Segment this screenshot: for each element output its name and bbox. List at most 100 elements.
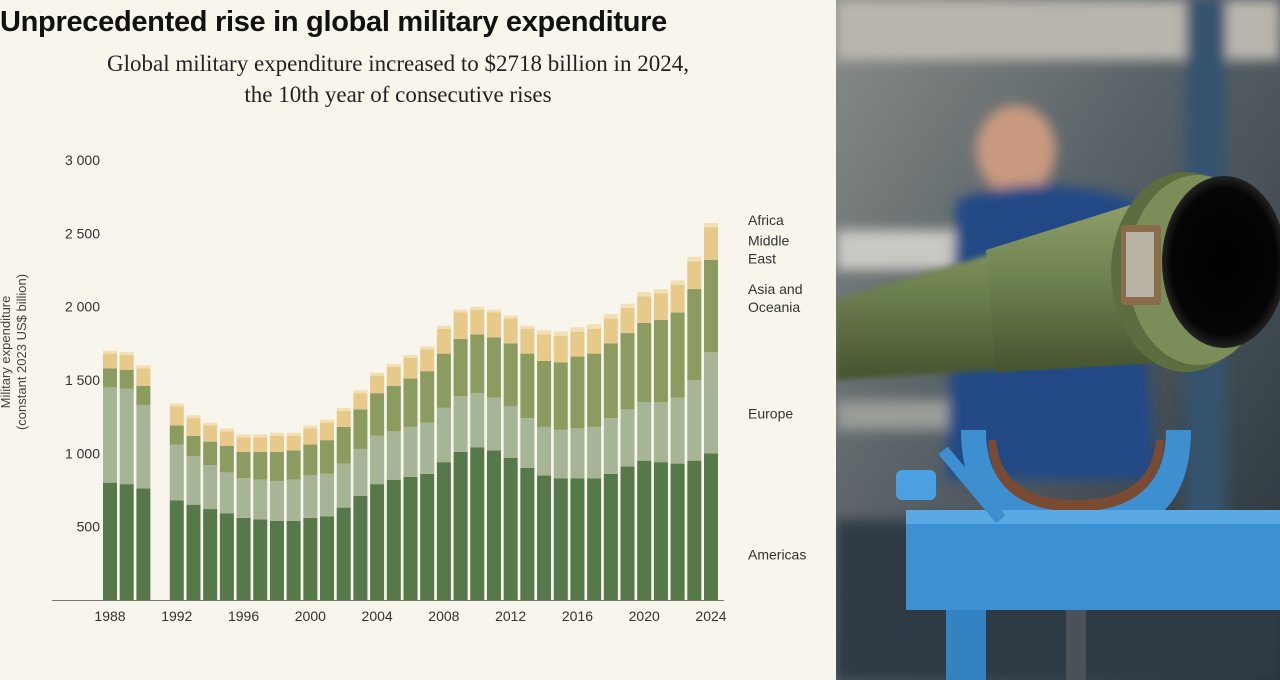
bar-segment-americas [470,447,485,600]
bar-segment-asia-and-oceania [169,425,184,445]
bar-segment-middle-east [470,309,485,335]
bar-segment-middle-east [203,425,218,442]
bar-stack-1998 [269,432,284,600]
stacked-bar-chart: 500 1 000 1 500 2 000 2 500 3 000 1988 1992 1996… [52,152,806,624]
bar-segment-africa [136,365,151,369]
bar-segment-middle-east [587,328,602,354]
bar-stack-2001 [320,419,335,600]
legend-label-asia-and-oceania: Oceania [748,299,800,315]
bar-segment-europe [119,388,134,485]
bar-segment-americas [303,517,318,600]
bar-segment-africa [570,327,585,332]
bar-segment-asia-and-oceania [670,312,685,398]
x-tick-label: 1992 [161,608,192,624]
legend-label-americas: Americas [748,547,806,563]
bar-segment-asia-and-oceania [119,369,134,389]
bar-segment-asia-and-oceania [653,319,668,402]
bar-segment-middle-east [620,308,635,334]
bar-segment-africa [203,422,218,426]
x-tick-label: 2008 [428,608,459,624]
bar-segment-middle-east [219,431,234,446]
chart-panel: Unprecedented rise in global military ex… [0,6,807,624]
bar-segment-europe [687,380,702,461]
bar-segment-africa [169,403,184,407]
chart-subtitle-line-2: the 10th year of consecutive rises [244,82,552,107]
bar-segment-americas [219,513,234,600]
bar-stack-2021 [653,289,668,600]
y-tick-label: 1 500 [65,372,100,388]
bar-segment-asia-and-oceania [186,435,201,457]
bar-segment-asia-and-oceania [520,353,535,419]
bar-stack-2007 [420,346,435,600]
bar-segment-americas [537,475,552,600]
bar-stack-2002 [336,407,351,600]
bar-segment-americas [520,468,535,600]
bar-stack-2017 [587,324,602,600]
bar-segment-middle-east [687,261,702,290]
bar-segment-americas [370,484,385,600]
bar-segment-americas [119,484,134,600]
bar-segment-africa [103,350,117,354]
bar-stack-2006 [403,355,418,600]
bar-segment-middle-east [637,296,652,323]
bar-segment-europe [203,465,218,510]
bar-segment-europe [570,428,585,479]
bar-segment-europe [537,426,552,476]
bar-segment-europe [453,396,468,452]
bar-segment-asia-and-oceania [353,409,368,449]
bar-segment-europe [286,479,301,521]
y-tick-label: 2 000 [65,299,100,315]
bar-segment-americas [186,504,201,600]
bar-segment-asia-and-oceania [436,353,451,408]
chart-title: Unprecedented rise in global military ex… [0,6,667,38]
legend-label-asia-and-oceania: Asia and [748,281,802,297]
x-tick-label: 2024 [695,608,726,624]
bar-segment-asia-and-oceania [403,378,418,427]
legend-label-middle-east: Middle [748,233,789,249]
bar-segment-europe [587,426,602,479]
bar-segment-americas [503,457,518,600]
bar-segment-americas [203,509,218,600]
bar-segment-asia-and-oceania [219,446,234,473]
bar-segment-americas [403,476,418,600]
bar-segment-americas [286,520,301,600]
bar-segment-africa [186,415,201,419]
bar-segment-middle-east [286,435,301,451]
bar-segment-europe [386,431,401,480]
bar-segment-europe [320,473,335,517]
bar-segment-middle-east [336,410,351,427]
bar-segment-americas [269,520,284,600]
bar-segment-africa [486,309,501,313]
bar-segment-africa [420,346,435,350]
bar-segment-asia-and-oceania [587,353,602,427]
bar-stack-2015 [553,331,568,600]
bar-segment-americas [386,479,401,600]
bar-stack-2024 [704,223,718,600]
bar-stack-2009 [453,309,468,600]
bar-segment-europe [420,422,435,474]
x-tick-label: 1996 [228,608,259,624]
bar-segment-europe [436,407,451,463]
bar-segment-europe [303,475,318,518]
x-tick-label: 2012 [495,608,526,624]
bar-segment-africa [637,292,652,297]
bar-segment-africa [370,372,385,376]
bar-stack-2003 [353,390,368,600]
bar-segment-middle-east [704,227,718,260]
bar-segment-americas [653,462,668,600]
bar-stack-2014 [537,330,552,600]
bar-segment-africa [670,280,685,285]
bar-segment-middle-east [169,406,184,426]
bar-segment-americas [169,500,184,600]
bar-segment-europe [503,406,518,458]
bar-segment-asia-and-oceania [336,426,351,464]
bar-segment-middle-east [386,366,401,386]
bar-stack-2020 [637,292,652,600]
bar-segment-middle-east [653,293,668,320]
bar-segment-middle-east [436,328,451,354]
y-tick-label: 2 500 [65,225,100,241]
bar-stack-2022 [670,280,685,600]
bar-stack-2008 [436,325,451,600]
bar-segment-africa [219,428,234,432]
bar-stack-1993 [186,415,201,600]
